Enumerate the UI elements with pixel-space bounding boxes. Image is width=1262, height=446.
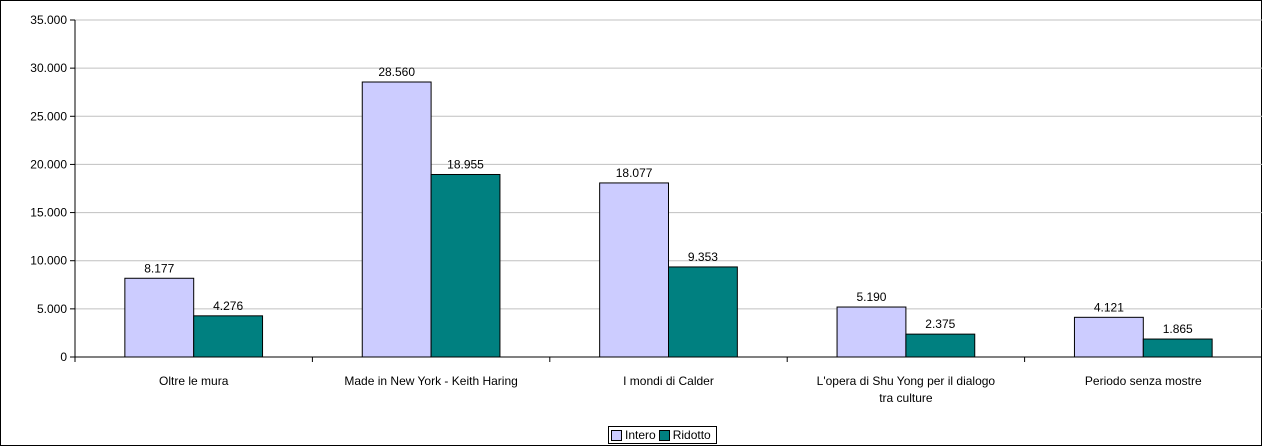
legend: Intero Ridotto	[608, 426, 717, 444]
bar-intero	[361, 81, 432, 358]
bar-intero	[124, 277, 195, 358]
data-label: 2.375	[925, 317, 955, 331]
y-tick-label: 5.000	[37, 302, 67, 316]
data-label: 8.177	[144, 261, 174, 275]
bar-ridotto	[668, 266, 738, 358]
y-tick-label: 10.000	[30, 254, 67, 268]
data-label: 18.077	[616, 166, 653, 180]
category-label: L'opera di Shu Yong per il dialogo	[817, 374, 996, 388]
legend-swatch-intero	[611, 429, 622, 441]
data-label: 18.955	[447, 157, 484, 171]
bar-ridotto	[905, 333, 976, 358]
data-label: 1.865	[1163, 322, 1193, 336]
data-label: 9.353	[688, 250, 718, 264]
y-tick-label: 20.000	[30, 157, 67, 171]
legend-item-ridotto: Ridotto	[658, 428, 711, 442]
bar-intero	[1073, 316, 1144, 358]
bar-ridotto	[430, 173, 501, 358]
data-label: 4.121	[1094, 300, 1124, 314]
y-tick-label: 0	[60, 350, 67, 364]
category-label: Oltre le mura	[159, 374, 229, 388]
legend-label-intero: Intero	[625, 428, 656, 442]
bar-ridotto	[193, 315, 264, 358]
legend-swatch-ridotto	[658, 429, 670, 441]
y-tick-label: 35.000	[30, 13, 67, 27]
data-label: 28.560	[378, 65, 415, 79]
legend-item-intero: Intero	[611, 428, 656, 442]
category-label: I mondi di Calder	[623, 374, 714, 388]
bar-ridotto	[1142, 338, 1213, 358]
y-tick-label: 30.000	[30, 61, 67, 75]
y-tick-label: 25.000	[30, 109, 67, 123]
data-label: 4.276	[213, 299, 243, 313]
category-label: Made in New York - Keith Haring	[344, 374, 517, 388]
data-label: 5.190	[856, 290, 886, 304]
category-label: Periodo senza mostre	[1085, 374, 1202, 388]
legend-label-ridotto: Ridotto	[672, 428, 711, 442]
bar-intero	[836, 306, 907, 358]
bar-intero	[599, 182, 669, 358]
category-label: tra culture	[879, 391, 933, 405]
y-tick-label: 15.000	[30, 206, 67, 220]
